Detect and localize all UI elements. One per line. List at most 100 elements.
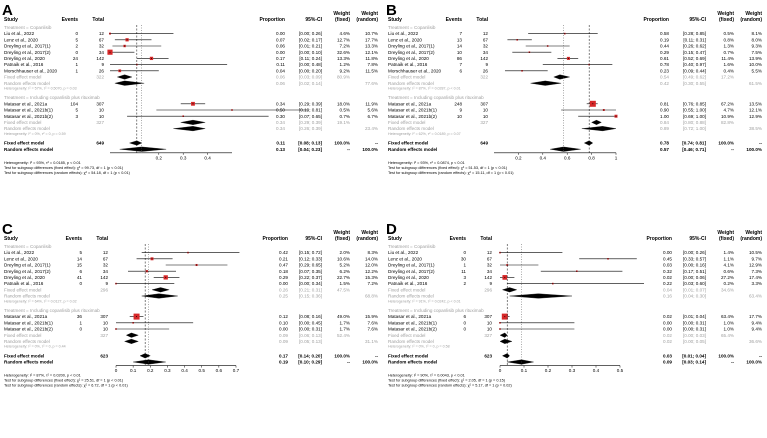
study-weight-fixed: 4.7%: [724, 108, 734, 113]
study-proportion: 0.61: [660, 56, 669, 61]
study-name: Liu et al., 2022: [388, 250, 419, 255]
study-events: 0: [79, 281, 82, 286]
study-proportion: 0.23: [660, 68, 669, 73]
header-weight-fixed: Weight: [333, 11, 350, 17]
study-proportion: 0.00: [276, 31, 285, 36]
study-weight-fixed: 5.2%: [340, 263, 350, 268]
study-events: 0: [463, 327, 466, 332]
study-point: [516, 39, 518, 41]
study-proportion: 0.21: [279, 256, 288, 261]
study-point: [115, 283, 117, 285]
x-tick-label: 0.3: [569, 368, 576, 373]
subgroup-fixed-total: 296: [100, 287, 108, 292]
study-events: 0: [79, 327, 82, 332]
study-point: [504, 276, 506, 278]
study-proportion: 0.00: [663, 320, 672, 325]
study-name: Liu et al., 2022: [4, 31, 35, 36]
study-point: [126, 39, 128, 41]
study-events: 10: [457, 114, 463, 119]
study-weight-fixed: 9.2%: [340, 68, 350, 73]
header-weight-fixed-sub: (fixed): [719, 236, 734, 242]
study-name: Lenz et al., 2020: [4, 256, 38, 261]
study-ci: [0.00; 0.31]: [299, 327, 322, 332]
subgroup-random-label: Random effects model: [388, 126, 434, 131]
study-weight-fixed: 13.3%: [337, 56, 350, 61]
overall-random-proportion: 0.09: [663, 360, 672, 365]
study-events: 7: [459, 62, 462, 67]
study-proportion: 0.42: [279, 250, 288, 255]
study-ci: [0.29; 0.65]: [299, 263, 322, 268]
study-weight-fixed: 1.0%: [724, 320, 734, 325]
study-events: 13: [457, 37, 463, 42]
overall-fixed-label: Fixed effect model: [4, 141, 44, 146]
study-weight-fixed: 22.7%: [337, 275, 350, 280]
study-name: Patnaik et al., 2016: [4, 281, 44, 286]
study-total: 34: [103, 269, 109, 274]
study-weight-random: 13.9%: [749, 56, 762, 61]
study-proportion: 0.02: [663, 275, 672, 280]
header-total: Total: [96, 236, 108, 242]
header-study: Study: [388, 17, 402, 23]
subgroup-fixed-total: 327: [480, 120, 488, 125]
study-name: Matasar et al., 2021a: [4, 101, 48, 106]
subgroup-random-diamond: [124, 338, 139, 344]
study-total: 307: [96, 101, 104, 106]
study-point: [109, 51, 111, 53]
subgroup-fixed-total: 296: [484, 287, 492, 292]
study-total: 10: [103, 327, 109, 332]
header-weight-random: Weight: [361, 230, 378, 236]
study-ci: [0.00; 0.31]: [683, 327, 706, 332]
study-events: 6: [463, 314, 466, 319]
overall-random-proportion: 0.57: [660, 147, 669, 152]
study-events: 11: [461, 269, 466, 274]
footer-note: Heterogeneity: I² = 93%, τ² = 0.0874, p …: [388, 161, 465, 165]
subgroup-random-ci: [0.04; 0.30]: [683, 294, 706, 299]
subgroup-random-proportion: 0.42: [660, 81, 669, 86]
overall-fixed-diamond: [139, 353, 151, 359]
study-weight-fixed: 6.2%: [340, 269, 350, 274]
study-point: [592, 103, 594, 105]
study-proportion: 0.11: [276, 62, 285, 67]
study-point: [499, 328, 501, 330]
study-name: Matasar et al., 2021a: [388, 314, 432, 319]
study-weight-random: 8.3%: [368, 250, 378, 255]
subgroup-fixed-weight: 17.2%: [721, 75, 734, 80]
study-ci: [0.00; 0.16]: [683, 263, 706, 268]
header-weight-random: Weight: [361, 11, 378, 17]
subgroup-heterogeneity: Heterogeneity: I² = 0%, τ² = 0, p = 0.59: [4, 132, 66, 136]
overall-fixed-weight-random: --: [375, 353, 379, 358]
study-weight-fixed: 4.6%: [340, 31, 350, 36]
study-name: Matasar et al., 2021b(2): [4, 327, 53, 332]
study-weight-fixed: 1.4%: [724, 250, 734, 255]
study-total: 10: [103, 320, 109, 325]
study-ci: [0.33; 0.57]: [683, 256, 706, 261]
x-tick-label: 0.3: [180, 155, 187, 160]
x-tick-label: 0.8: [588, 155, 595, 160]
footer-note: Test for subgroup differences (random ef…: [4, 384, 128, 388]
study-ci: [0.01; 0.21]: [299, 44, 322, 49]
overall-fixed-proportion: 0.03: [663, 353, 672, 358]
study-total: 10: [483, 114, 489, 119]
subgroup-title: Treatment = Including copanlisib plus ri…: [4, 95, 100, 100]
study-weight-random: 15.9%: [365, 314, 378, 319]
study-weight-fixed: 67.2%: [721, 101, 734, 106]
footer-note: Heterogeneity: I² = 87%, τ² = 0.0200, p …: [4, 374, 81, 378]
subgroup-heterogeneity: Heterogeneity: I² = 62%, τ² = 0.0189, p …: [388, 132, 461, 136]
subgroup-random-weight: 61.5%: [749, 81, 762, 86]
study-name: Matasar et al., 2021b(2): [388, 327, 437, 332]
study-name: Dreyling et al., 2017(1): [388, 263, 435, 268]
study-proportion: 0.19: [660, 37, 669, 42]
study-weight-fixed: 0.7%: [724, 50, 734, 55]
study-proportion: 0.06: [276, 44, 285, 49]
subgroup-random-proportion: 0.09: [279, 339, 288, 344]
study-events: 1: [79, 320, 82, 325]
study-weight-random: 7.3%: [752, 269, 762, 274]
overall-random-weight-fixed: --: [347, 360, 351, 365]
study-weight-fixed: 1.7%: [340, 320, 350, 325]
study-proportion: 0.47: [279, 263, 288, 268]
study-events: 86: [457, 56, 463, 61]
study-name: Dreyling et al., 2017(1): [388, 44, 435, 49]
subgroup-fixed-proportion: 0.34: [276, 120, 285, 125]
study-name: Matasar et al., 2021a: [4, 314, 48, 319]
study-proportion: 0.07: [276, 37, 285, 42]
